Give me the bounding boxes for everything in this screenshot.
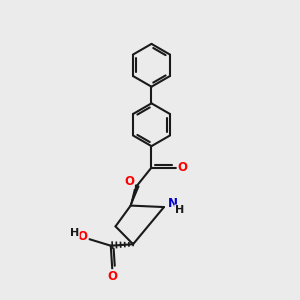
- Text: O: O: [78, 230, 88, 243]
- Text: O: O: [124, 175, 134, 188]
- Polygon shape: [131, 185, 139, 206]
- Text: O: O: [177, 161, 188, 174]
- Text: H: H: [70, 228, 79, 238]
- Text: N: N: [168, 197, 178, 210]
- Text: O: O: [107, 270, 117, 283]
- Text: H: H: [175, 205, 184, 215]
